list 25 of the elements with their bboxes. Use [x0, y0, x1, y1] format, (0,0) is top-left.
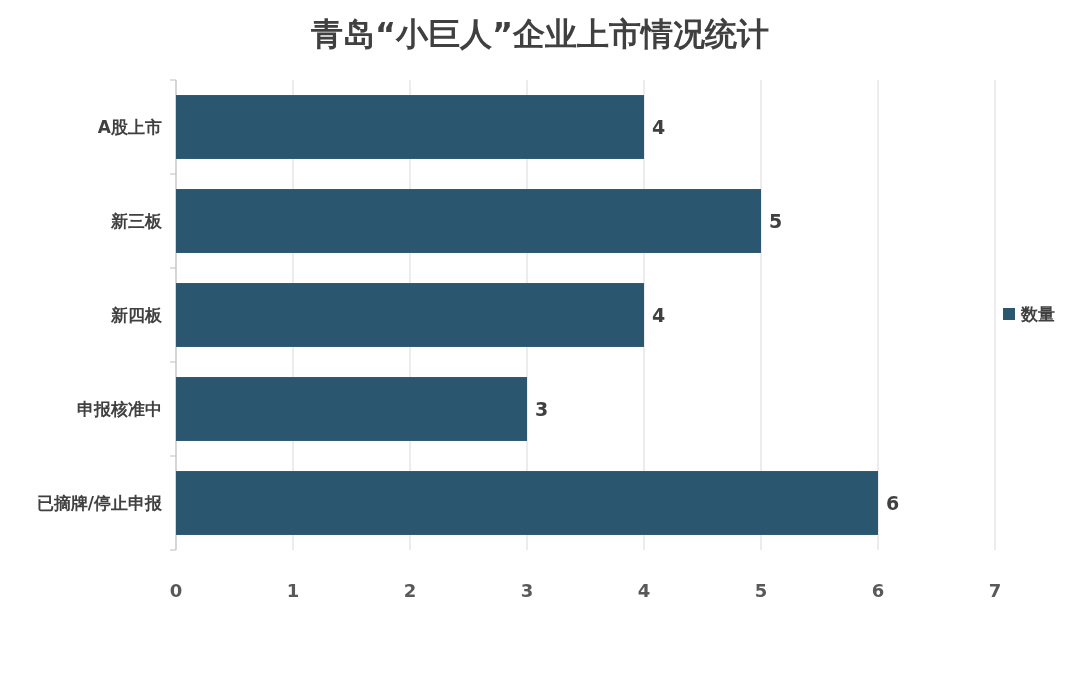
- chart-title: 青岛“小巨人”企业上市情况统计: [309, 15, 770, 53]
- bar: [176, 283, 644, 347]
- y-tick-label: 新四板: [110, 305, 163, 325]
- legend-label: 数量: [1020, 304, 1055, 324]
- x-tick-label: 7: [988, 580, 1002, 601]
- data-label: 3: [535, 398, 549, 420]
- data-label: 4: [652, 304, 666, 326]
- data-label: 6: [886, 492, 900, 514]
- data-label: 5: [769, 210, 783, 232]
- x-tick-label: 5: [754, 580, 768, 601]
- x-tick-label: 6: [871, 580, 885, 601]
- y-tick-label: 新三板: [110, 211, 163, 231]
- x-tick-label: 1: [286, 580, 300, 601]
- bar: [176, 377, 527, 441]
- data-label: 4: [652, 116, 666, 138]
- y-tick-label: 申报核准中: [77, 399, 162, 419]
- bar: [176, 471, 878, 535]
- y-tick-label: A股上市: [97, 117, 162, 137]
- x-tick-label: 0: [169, 580, 183, 601]
- bar: [176, 95, 644, 159]
- x-tick-label: 4: [637, 580, 651, 601]
- x-tick-label: 3: [520, 580, 534, 601]
- y-tick-label: 已摘牌/停止申报: [36, 493, 163, 513]
- x-tick-label: 2: [403, 580, 417, 601]
- bar: [176, 189, 761, 253]
